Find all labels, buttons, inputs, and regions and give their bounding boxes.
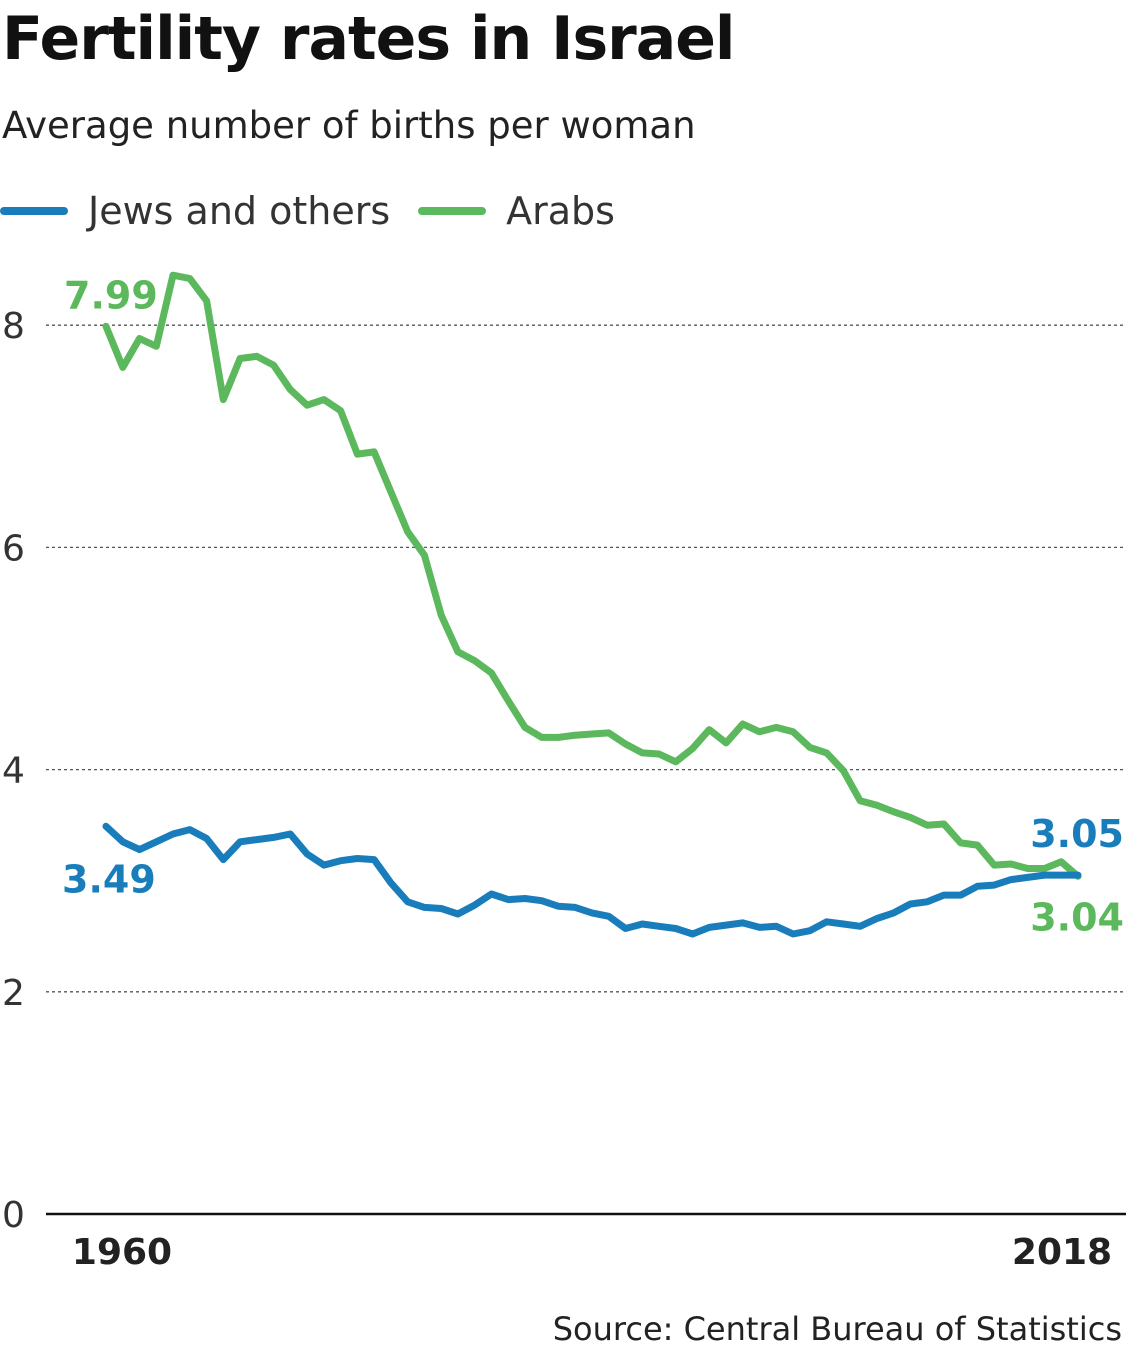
legend-label-jews: Jews and others: [88, 189, 391, 233]
series-line-arabs: [102, 271, 1082, 880]
y-tick-label-2: 2: [2, 973, 25, 1014]
x-tick-label-end: 2018: [1012, 1232, 1112, 1273]
y-tick-label-0: 0: [2, 1195, 25, 1236]
data-label-jews-start: 3.49: [62, 857, 156, 901]
legend: Jews and others Arabs: [0, 188, 643, 234]
line-chart: 0 2 4 6 8 1960 2018 7.99 3.49 3.05 3.04: [2, 271, 1126, 1273]
data-label-arabs-start: 7.99: [64, 273, 158, 317]
legend-label-arabs: Arabs: [506, 189, 615, 233]
chart-title: Fertility rates in Israel: [2, 4, 735, 74]
legend-item-jews: Jews and others: [0, 189, 390, 233]
source-note: Source: Central Bureau of Statistics: [552, 1310, 1122, 1348]
chart-subtitle: Average number of births per woman: [2, 104, 696, 147]
y-tick-label-6: 6: [2, 528, 25, 569]
legend-item-arabs: Arabs: [418, 189, 615, 233]
x-tick-label-start: 1960: [72, 1232, 172, 1273]
y-tick-label-8: 8: [2, 306, 25, 347]
data-label-arabs-end: 3.04: [1030, 895, 1124, 939]
legend-swatch-jews: [0, 207, 68, 215]
y-tick-label-4: 4: [2, 751, 25, 792]
data-label-jews-end: 3.05: [1030, 812, 1124, 856]
series-line-jews: [102, 822, 1082, 938]
legend-swatch-arabs: [418, 207, 487, 215]
